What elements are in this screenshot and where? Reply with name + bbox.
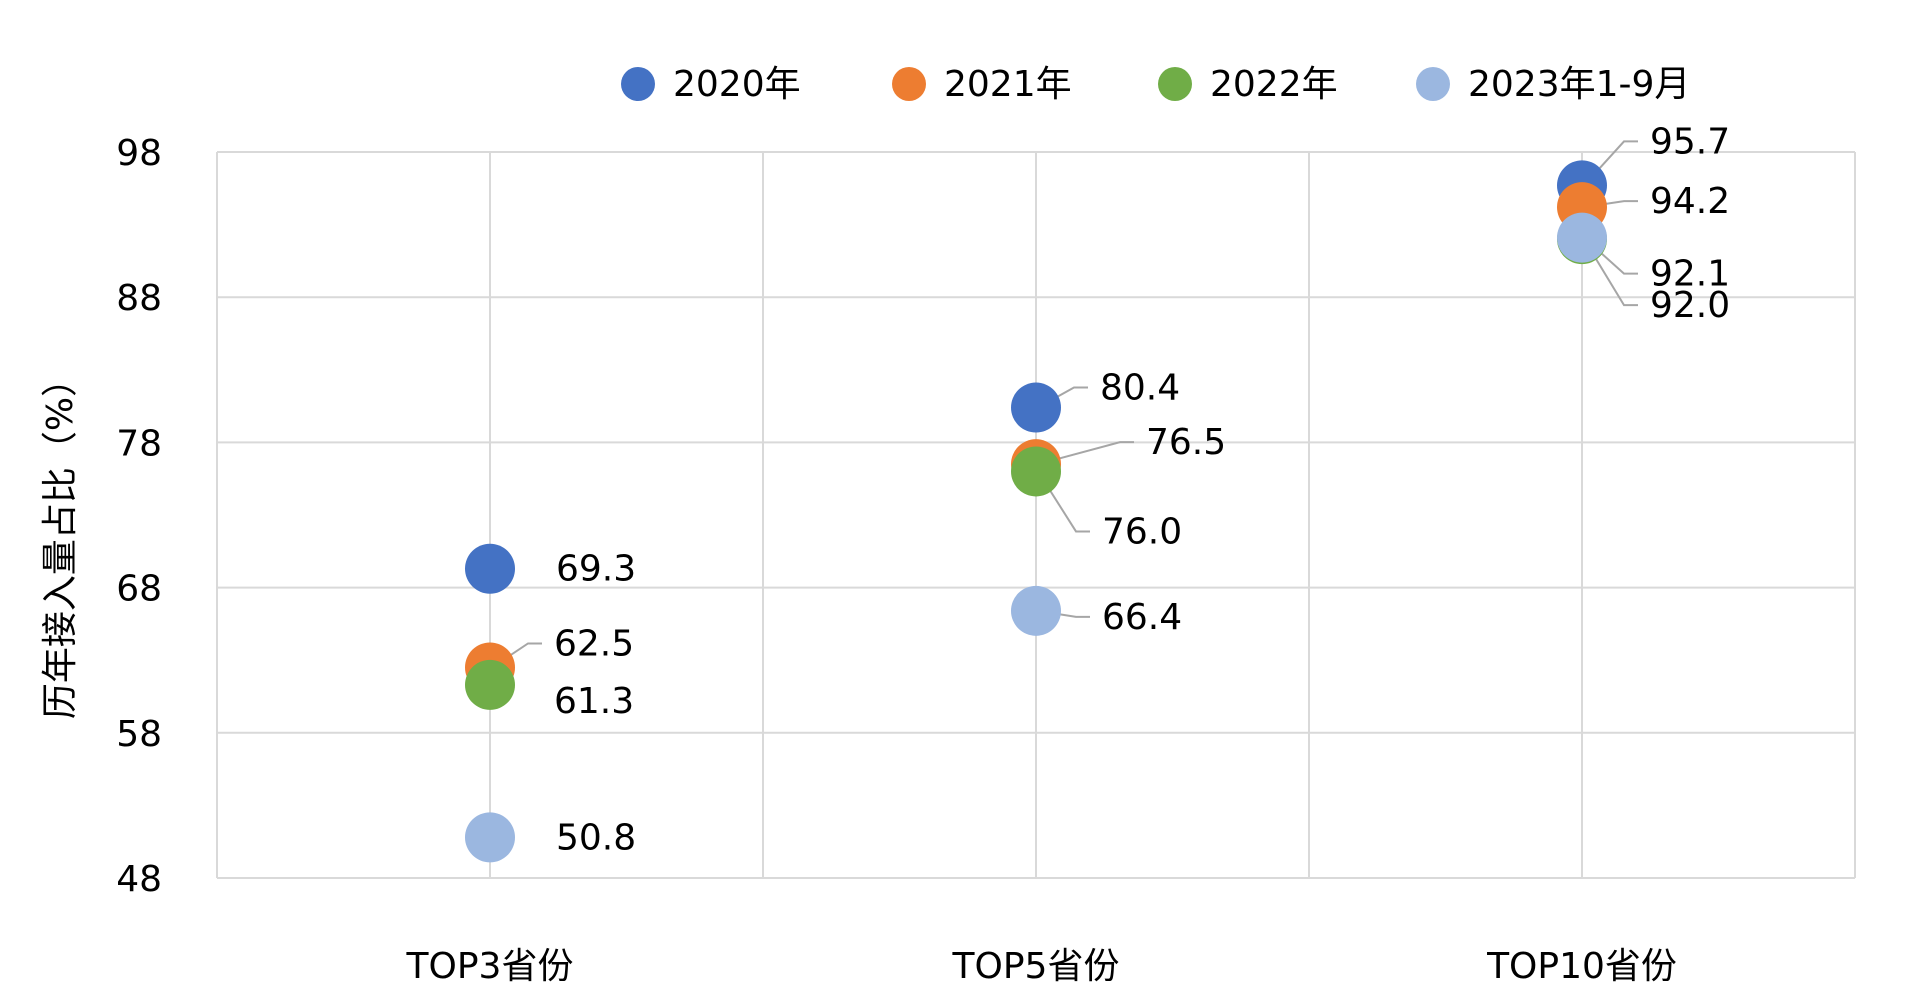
data-label: 62.5 (554, 623, 634, 664)
y-axis-title: 历年接入量占比（%） (40, 361, 81, 719)
data-point (1011, 382, 1061, 433)
data-label: 94.2 (1650, 181, 1730, 222)
data-label: 95.7 (1650, 121, 1730, 162)
data-label: 66.4 (1102, 597, 1182, 638)
data-point (1011, 446, 1061, 497)
axes: 48 58 68 78 88 98 TOP3省份 TOP5省份 TOP10省份 (116, 133, 1677, 987)
x-tick-label: TOP10省份 (1486, 946, 1677, 987)
legend-label: 2021年 (944, 64, 1072, 105)
y-tick-label: 58 (116, 714, 162, 755)
data-label: 92.1 (1650, 254, 1730, 295)
data-labels: 69.3 80.4 95.7 62.5 76.5 94.2 61.3 76.0 92.0 50.8… (554, 121, 1730, 858)
legend: 2020年 2021年 2022年 2023年1-9月 (621, 64, 1690, 105)
data-label: 50.8 (556, 817, 636, 858)
data-label: 76.5 (1146, 422, 1226, 463)
y-tick-label: 48 (116, 859, 162, 900)
legend-label: 2022年 (1210, 64, 1338, 105)
legend-marker (621, 67, 655, 101)
leader-line (1037, 441, 1134, 466)
legend-marker (1416, 67, 1450, 101)
data-label: 61.3 (554, 681, 634, 722)
data-point (1011, 585, 1061, 636)
legend-marker (892, 67, 926, 101)
leader-line (1583, 238, 1638, 307)
legend-label: 2023年1-9月 (1468, 64, 1690, 105)
data-points (465, 160, 1607, 863)
y-tick-label: 68 (116, 569, 162, 610)
x-tick-label: TOP5省份 (952, 946, 1120, 987)
data-label: 69.3 (556, 549, 636, 590)
y-tick-label: 88 (116, 278, 162, 319)
data-point (465, 543, 515, 594)
data-label: 92.0 (1650, 285, 1730, 326)
legend-marker (1158, 67, 1192, 101)
data-label: 76.0 (1102, 511, 1182, 552)
legend-label: 2020年 (673, 64, 801, 105)
data-point (1557, 212, 1607, 263)
y-tick-label: 78 (116, 423, 162, 464)
y-tick-label: 98 (116, 133, 162, 174)
data-label: 80.4 (1100, 368, 1180, 409)
x-tick-label: TOP3省份 (406, 946, 574, 987)
data-point (465, 659, 515, 710)
data-point (465, 812, 515, 863)
